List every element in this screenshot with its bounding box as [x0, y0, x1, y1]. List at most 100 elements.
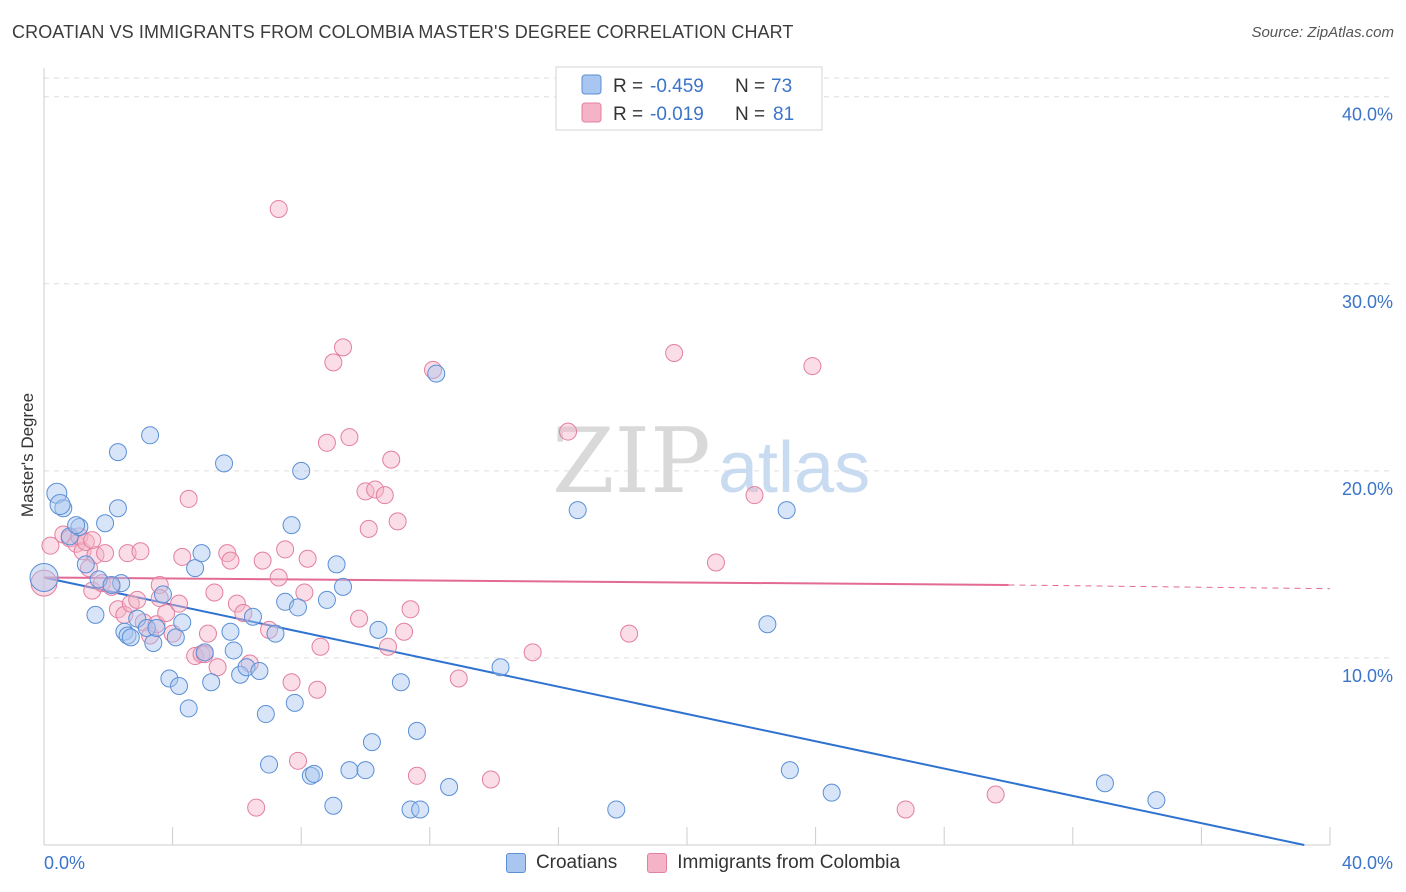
- point-croatian: [1147, 791, 1166, 810]
- point-colombia: [157, 604, 176, 623]
- point-croatian: [179, 699, 198, 718]
- y-tick-label: 20.0%: [1342, 479, 1393, 499]
- point-colombia: [276, 540, 295, 559]
- point-colombia: [83, 581, 102, 600]
- point-croatian: [282, 516, 301, 535]
- point-colombia: [83, 531, 102, 550]
- point-colombia: [407, 766, 426, 785]
- point-croatian: [285, 693, 304, 712]
- point-croatian: [1095, 774, 1114, 793]
- tick-labels: 10.0% 20.0% 30.0% 40.0% 0.0% 40.0%: [44, 105, 1393, 873]
- colombia-swatch: [647, 853, 668, 873]
- point-colombia: [803, 357, 822, 376]
- legend-item-croatians[interactable]: Croatians: [505, 852, 617, 874]
- point-croatian: [224, 641, 243, 660]
- point-croatian: [362, 733, 381, 752]
- watermark-zip: ZIP: [552, 409, 711, 514]
- point-croatian: [440, 778, 459, 797]
- point-croatian: [427, 364, 446, 383]
- point-colombia: [382, 450, 401, 469]
- point-croatian: [29, 562, 59, 592]
- point-croatian: [121, 628, 140, 647]
- point-croatian: [266, 624, 285, 643]
- legend-item-colombia[interactable]: Immigrants from Colombia: [647, 852, 900, 874]
- point-croatian: [356, 761, 375, 780]
- legend-top: R = -0.459 N = 73 R = -0.019 N = 81: [555, 66, 823, 131]
- point-colombia: [234, 604, 253, 623]
- point-croatian: [215, 454, 234, 473]
- point-croatian: [260, 755, 279, 774]
- point-colombia: [208, 658, 227, 677]
- point-colombia: [620, 624, 639, 643]
- point-croatian: [780, 761, 799, 780]
- point-colombia: [308, 680, 327, 699]
- point-colombia: [221, 551, 240, 570]
- y-tick-label: 30.0%: [1342, 292, 1393, 312]
- point-croatian: [96, 514, 115, 533]
- point-colombia: [227, 594, 246, 613]
- watermark-atlas: atlas: [718, 428, 870, 508]
- point-croatian: [144, 633, 163, 652]
- point-colombia: [559, 422, 578, 441]
- point-croatian: [186, 559, 205, 578]
- point-croatian: [202, 673, 221, 692]
- point-croatian: [137, 618, 156, 637]
- point-croatian: [170, 676, 189, 695]
- point-croatian: [243, 607, 262, 626]
- point-colombia: [269, 199, 288, 218]
- point-croatian: [166, 628, 185, 647]
- trend-line-colombia: [43, 576, 1009, 586]
- point-croatian: [108, 499, 127, 518]
- legend-blue-r-value: -0.459: [650, 76, 704, 97]
- point-colombia: [481, 770, 500, 789]
- point-colombia: [350, 609, 369, 628]
- point-croatian: [250, 662, 269, 681]
- point-colombia: [76, 532, 95, 551]
- legend-pink-swatch: [581, 102, 602, 123]
- source-label: Source: ZipAtlas.com: [1251, 24, 1394, 41]
- point-colombia: [282, 673, 301, 692]
- point-croatian: [86, 605, 105, 624]
- point-croatian: [67, 516, 86, 535]
- point-croatian: [160, 669, 179, 688]
- legend-blue-n-label: N =: [735, 76, 765, 97]
- point-colombia: [745, 486, 764, 505]
- point-croatian: [491, 658, 510, 677]
- point-croatian: [777, 501, 796, 520]
- point-croatian: [758, 615, 777, 634]
- point-colombia: [449, 669, 468, 688]
- point-colombia: [986, 785, 1005, 804]
- point-colombia: [359, 519, 378, 538]
- trend-line-croatians: [43, 576, 1305, 846]
- point-colombia: [288, 751, 307, 770]
- point-croatian: [221, 622, 240, 641]
- chart-title: CROATIAN VS IMMIGRANTS FROM COLOMBIA MAS…: [12, 22, 794, 42]
- point-croatian: [102, 575, 121, 594]
- legend-pink-r-value: -0.019: [650, 104, 704, 125]
- point-colombia: [333, 338, 352, 357]
- point-colombia: [253, 551, 272, 570]
- point-croatian: [128, 609, 147, 628]
- point-croatian: [401, 800, 420, 819]
- point-croatian: [305, 764, 324, 783]
- point-croatian: [301, 766, 320, 785]
- point-colombia: [665, 343, 684, 362]
- point-colombia: [379, 637, 398, 656]
- point-colombia: [523, 643, 542, 662]
- point-croatian: [607, 800, 626, 819]
- point-croatian: [411, 800, 430, 819]
- point-croatian: [292, 461, 311, 480]
- point-croatian: [391, 673, 410, 692]
- point-croatian: [340, 761, 359, 780]
- point-croatian: [54, 499, 73, 518]
- point-croatian: [288, 598, 307, 617]
- point-colombia: [247, 798, 266, 817]
- y-tick-label: 40.0%: [1342, 105, 1393, 125]
- axes: [43, 68, 1331, 846]
- point-colombia: [340, 428, 359, 447]
- point-croatian: [153, 585, 172, 604]
- point-croatian: [173, 613, 192, 632]
- croatians-swatch: [505, 853, 526, 873]
- point-colombia: [388, 512, 407, 531]
- y-tick-label: 10.0%: [1342, 666, 1393, 686]
